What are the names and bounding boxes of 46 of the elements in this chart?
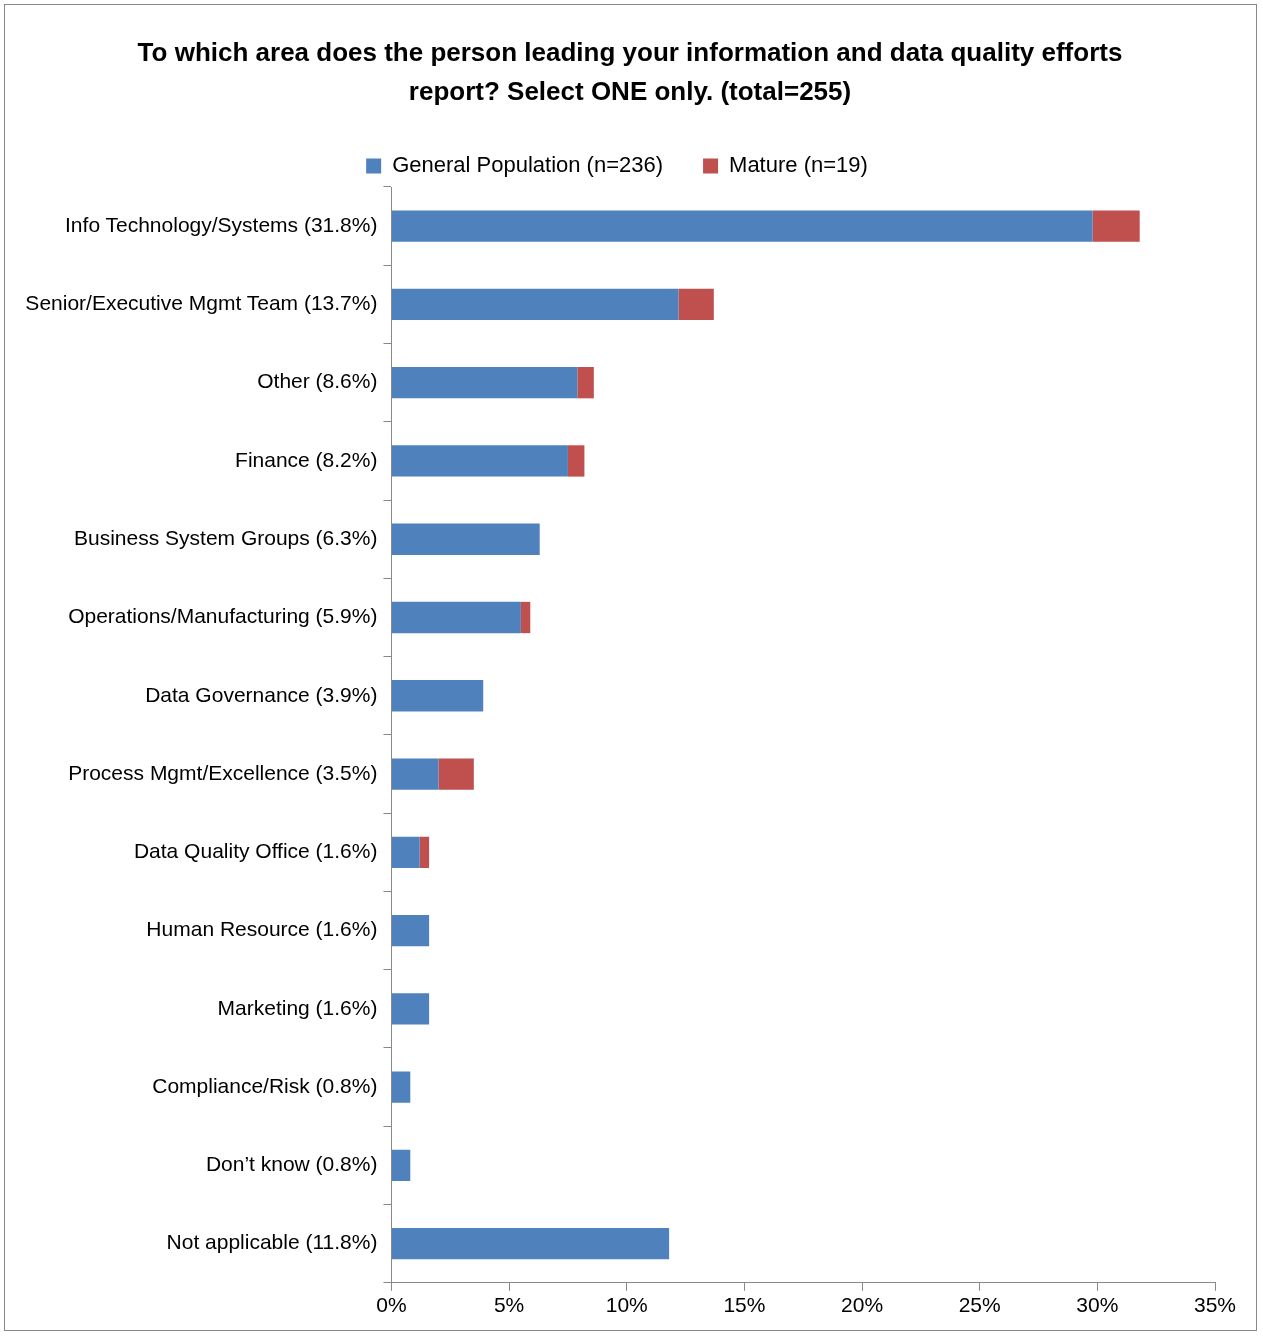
- legend-label: General Population (n=236): [392, 152, 664, 178]
- y-tick-label: Process Mgmt/Excellence (3.5%): [68, 760, 378, 784]
- x-tick-label: 5%: [493, 1293, 525, 1317]
- y-tick-label: Business System Groups (6.3%): [74, 526, 378, 550]
- bar: [1092, 210, 1140, 242]
- y-tick-label: Other (8.6%): [257, 369, 378, 393]
- bar: [391, 288, 679, 321]
- bar: [520, 601, 531, 634]
- y-tick-label: Data Quality Office (1.6%): [133, 839, 378, 863]
- legend-label: Mature (n=19): [729, 152, 868, 178]
- bar: [391, 601, 521, 634]
- y-tick-label: Operations/Manufacturing (5.9%): [68, 604, 378, 628]
- bar: [391, 523, 540, 555]
- y-tick-label: Not applicable (11.8%): [166, 1230, 378, 1254]
- x-tick-label: 35%: [1193, 1293, 1237, 1317]
- y-tick-label: Marketing (1.6%): [217, 995, 378, 1019]
- bar: [678, 288, 714, 321]
- bar: [391, 914, 430, 947]
- x-tick-label: 25%: [958, 1293, 1001, 1317]
- bar: [391, 680, 484, 712]
- y-tick-label: Don’t know (0.8%): [205, 1152, 378, 1176]
- chart-title: To which area does the person leading your information and data quality efforts report? Select ONE only. (total=255): [136, 36, 1124, 108]
- bar: [391, 993, 430, 1025]
- bar: [391, 445, 568, 477]
- y-tick-label: Compliance/Risk (0.8%): [152, 1073, 378, 1097]
- y-tick-label: Finance (8.2%): [235, 447, 378, 471]
- y-tick-label: Data Governance (3.9%): [145, 682, 378, 706]
- x-tick-label: 10%: [605, 1293, 648, 1317]
- bar: [391, 210, 1093, 242]
- x-tick-label: 15%: [723, 1293, 766, 1317]
- bar: [391, 367, 578, 399]
- x-tick-label: 20%: [841, 1293, 884, 1317]
- bar: [438, 758, 474, 790]
- bar: [391, 758, 439, 790]
- x-tick-label: 30%: [1076, 1293, 1119, 1317]
- bar: [391, 1149, 411, 1182]
- bar: [391, 836, 420, 868]
- bar: [567, 445, 585, 477]
- y-tick-label: Human Resource (1.6%): [146, 917, 378, 941]
- y-tick-label: Senior/Executive Mgmt Team (13.7%): [25, 291, 378, 315]
- x-tick-label: 0%: [376, 1293, 407, 1317]
- bar: [419, 836, 430, 868]
- bar: [577, 367, 594, 399]
- bar: [391, 1071, 411, 1103]
- y-tick-label: Info Technology/Systems (31.8%): [65, 212, 378, 236]
- bar: [391, 1228, 670, 1260]
